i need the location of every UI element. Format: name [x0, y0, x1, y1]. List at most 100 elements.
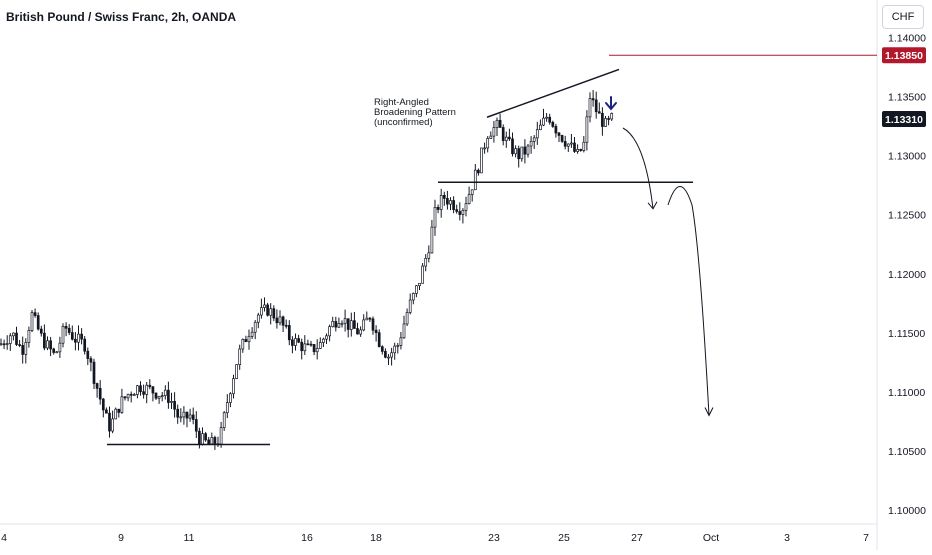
candle-body [291, 339, 294, 346]
candle-body [573, 142, 576, 152]
candle-body [232, 378, 235, 395]
candle-body [514, 148, 517, 155]
candle-body [129, 393, 133, 396]
candle-body [207, 439, 211, 445]
candle-body [517, 148, 521, 160]
candle-body [585, 116, 589, 143]
candle-body [191, 414, 195, 420]
candle-body [390, 352, 393, 358]
arrowhead-icon [647, 201, 658, 210]
candle-body [566, 143, 570, 147]
currency-selector[interactable]: CHF [882, 5, 924, 29]
candle-body [70, 332, 74, 340]
candle-body [464, 203, 468, 211]
candle-body [238, 348, 242, 365]
candle-body [309, 343, 313, 346]
candle-body [111, 418, 114, 432]
candle-body [98, 387, 102, 400]
candle-body [458, 211, 462, 215]
candle-body [551, 121, 555, 127]
candle-body [387, 356, 390, 359]
candle-body [312, 344, 316, 353]
candle-body [411, 293, 415, 301]
candle-body [198, 430, 201, 445]
candle-body [278, 316, 282, 324]
last-price-badge-bg [882, 111, 926, 128]
candle-body [542, 117, 545, 126]
candle-body [439, 194, 443, 210]
candle-body [114, 408, 118, 420]
candle-body [86, 350, 90, 359]
candle-body [591, 98, 595, 101]
candle-body [12, 332, 15, 337]
candle-body [27, 330, 31, 343]
candle-body [173, 400, 176, 410]
candle-body [108, 412, 111, 432]
candle-body [393, 345, 397, 354]
candle-body [213, 437, 217, 445]
y-tick-label: 1.13500 [888, 92, 926, 104]
y-tick-label: 1.14000 [888, 33, 926, 45]
chart-title: British Pound / Swiss Franc, 2h, OANDA [6, 10, 237, 24]
candle-body [582, 141, 586, 151]
pattern-annotation: Right-Angled Broadening Pattern (unconfi… [374, 98, 456, 128]
candle-body [337, 323, 341, 328]
candle-body [188, 414, 192, 419]
y-tick-label: 1.10000 [888, 505, 926, 517]
candle-body [5, 343, 9, 345]
candle-body [64, 326, 68, 329]
candle-body [39, 328, 43, 334]
y-tick-label: 1.12500 [888, 210, 926, 222]
candle-body [21, 345, 25, 355]
candle-body [489, 135, 493, 139]
candle-body [235, 364, 238, 379]
candle-body [421, 265, 424, 284]
candle-body [89, 358, 93, 363]
candle-body [446, 198, 449, 205]
resistance-price-badge-label: 1.13850 [885, 50, 923, 62]
candle-body [49, 340, 52, 350]
candle-body [30, 312, 34, 331]
candle-body [504, 136, 508, 141]
candle-body [597, 111, 601, 114]
candle-body [452, 200, 455, 210]
candle-body [498, 119, 502, 128]
candle-body [182, 411, 186, 418]
candle-body [222, 412, 226, 429]
candle-body [204, 433, 207, 441]
candle-body [418, 282, 421, 287]
down-arrow-icon [605, 96, 617, 111]
candle-body [92, 361, 96, 384]
candle-body [2, 343, 6, 346]
candle-body [427, 252, 431, 259]
candle-body [303, 343, 307, 352]
candle-body [52, 348, 56, 353]
resistance-price-badge-bg [882, 47, 926, 64]
candle-body [287, 325, 291, 341]
candle-body [470, 189, 474, 195]
candle-body [477, 169, 480, 174]
candle-body [117, 408, 121, 413]
candle-body [604, 118, 607, 127]
candle-body [405, 312, 409, 325]
candle-body [120, 396, 124, 413]
candle-body [105, 409, 108, 414]
x-tick-label: 4 [1, 532, 7, 544]
candle-body [300, 341, 304, 352]
candle-body [74, 338, 77, 343]
candle-body [594, 99, 598, 113]
candle-body [83, 338, 87, 352]
candle-body [526, 145, 530, 155]
candle-body [306, 343, 310, 346]
candle-body [167, 389, 170, 403]
candle-body [145, 384, 149, 395]
x-tick-label: 18 [370, 532, 382, 544]
candle-body [579, 148, 583, 151]
candle-body [380, 346, 384, 352]
candle-body [402, 323, 406, 339]
annotation-line: Right-Angled [374, 97, 429, 108]
candle-body [331, 321, 335, 327]
candle-body [95, 383, 99, 389]
